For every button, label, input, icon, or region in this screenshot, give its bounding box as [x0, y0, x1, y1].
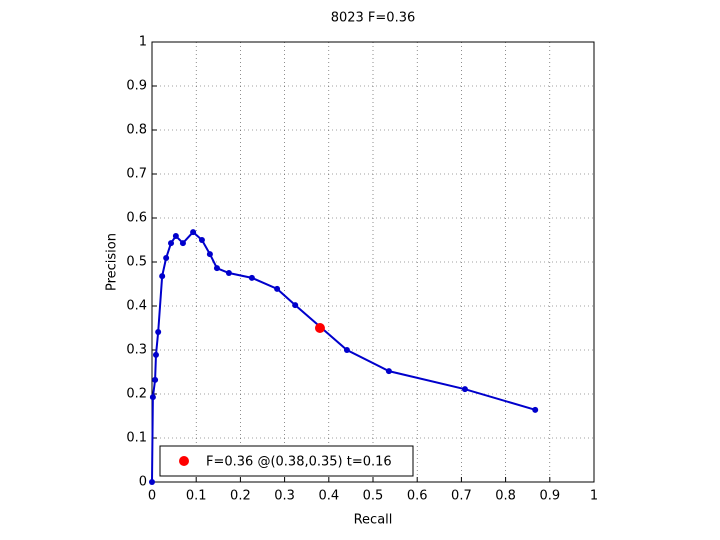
x-tick-label: 0.3: [274, 489, 295, 504]
x-tick-label: 0.9: [539, 489, 560, 504]
x-tick-label: 1: [590, 489, 598, 504]
data-point: [248, 274, 255, 281]
x-tick-label: 0.7: [451, 489, 472, 504]
data-point: [190, 229, 197, 236]
y-tick-label: 0.7: [126, 167, 147, 182]
data-point: [198, 237, 205, 243]
data-point: [159, 273, 166, 280]
data-point: [152, 376, 159, 383]
x-tick-label: 0.1: [186, 489, 207, 504]
data-point: [163, 255, 170, 262]
x-tick-label: 0.8: [495, 489, 516, 504]
x-tick-label: 0.6: [407, 489, 428, 504]
data-point: [172, 233, 179, 240]
y-tick-label: 0.3: [126, 343, 147, 358]
x-tick-label: 0.2: [230, 489, 251, 504]
y-tick-label: 0.9: [126, 79, 147, 94]
data-point: [532, 406, 539, 413]
y-tick-label: 0.6: [126, 211, 147, 226]
chart-title: 8023 F=0.36: [331, 11, 416, 26]
y-tick-label: 1: [139, 35, 147, 50]
legend-label: F=0.36 @(0.38,0.35) t=0.16: [206, 455, 392, 470]
y-axis-label: Precision: [105, 233, 120, 291]
legend-box: [159, 445, 414, 477]
y-tick-label: 0.4: [126, 299, 147, 314]
legend-marker: [179, 456, 189, 466]
data-point: [225, 270, 232, 276]
data-point: [206, 251, 213, 258]
y-tick-label: 0.5: [126, 255, 147, 270]
data-point: [152, 351, 159, 358]
plot-frame: [151, 41, 595, 483]
y-tick-label: 0.8: [126, 123, 147, 138]
data-point: [292, 302, 299, 309]
data-point: [461, 386, 468, 393]
x-axis-label: Recall: [354, 513, 393, 528]
data-point: [149, 479, 155, 485]
data-point: [213, 265, 220, 272]
data-point: [155, 328, 162, 335]
data-point: [179, 240, 186, 247]
x-tick-label: 0.5: [363, 489, 384, 504]
y-tick-label: 0.1: [126, 431, 147, 446]
y-tick-label: 0.2: [126, 387, 147, 402]
data-point: [274, 285, 281, 292]
x-tick-label: 0: [148, 489, 156, 504]
y-tick-label: 0: [139, 475, 147, 490]
x-tick-label: 0.4: [318, 489, 339, 504]
data-point: [149, 394, 156, 401]
data-point: [314, 323, 325, 333]
data-point: [385, 368, 392, 375]
data-point: [168, 240, 175, 247]
data-point: [343, 347, 350, 353]
